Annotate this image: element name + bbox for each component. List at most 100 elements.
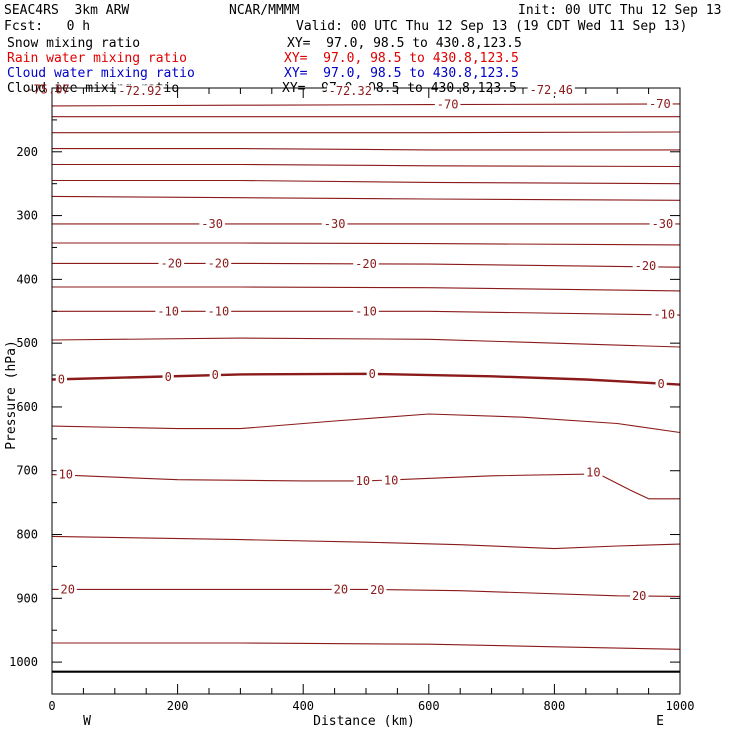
isotherm-line (52, 163, 681, 168)
contour-label: -30 (324, 217, 346, 231)
contour-label: -72.46 (530, 83, 573, 97)
contour-label-bg (649, 217, 676, 230)
x-axis-title: Distance (km) (313, 714, 415, 729)
contour-label: -30 (652, 217, 674, 231)
y-tick-label: 900 (16, 591, 38, 605)
isotherm-line (51, 473, 680, 500)
isotherm-line (52, 286, 681, 292)
contour-label: -20 (355, 257, 377, 271)
x-end-label-west: W (83, 714, 91, 729)
init-time: Init: 00 UTC Thu 12 Sep 13 (518, 3, 722, 18)
y-axis-title: Pressure (hPa) (4, 340, 19, 450)
organization-label: NCAR/MMMM (229, 3, 300, 18)
y-tick-label: 600 (16, 400, 38, 414)
contour-label-bg (353, 258, 379, 271)
contour-label-bg (647, 97, 673, 110)
isotherm-line (51, 413, 681, 434)
contour-label-bg (56, 468, 76, 481)
isotherm-line (52, 642, 681, 650)
contour-label: 0 (658, 377, 665, 391)
isotherm-line (52, 262, 681, 268)
contour-label: 20 (632, 589, 646, 603)
contour-label: -10 (653, 307, 675, 321)
isotherm-layer (51, 103, 681, 650)
plot-border (51, 87, 681, 695)
contour-label-bg (155, 305, 181, 318)
y-tick-label: 300 (16, 209, 38, 223)
y-tick-label: 200 (16, 145, 38, 159)
contour-label-bg (629, 589, 649, 602)
contour-label-bg (368, 584, 387, 597)
x-tick-label: 200 (167, 699, 189, 713)
valid-time: Valid: 00 UTC Thu 12 Sep 13 (19 CDT Wed … (296, 19, 688, 34)
x-tick-label: 1000 (666, 699, 695, 713)
contour-labels: -72.92 -72.32 -72.46 -70 -70 -30 -30 -30 -20 -20 -… (26, 82, 678, 603)
x-tick-label: 400 (292, 699, 314, 713)
isotherm-line (52, 179, 681, 185)
y-tick-label: 500 (16, 336, 38, 350)
contour-label-bg (331, 583, 351, 596)
legend-snow-xy: XY= 97.0, 98.5 to 430.8,123.5 (287, 36, 522, 51)
forecast-hour: Fcst: 0 h (4, 19, 91, 34)
contour-label: -70 (649, 97, 671, 111)
x-end-label-east: E (656, 714, 664, 729)
contour-label: 20 (370, 583, 384, 597)
contour-label-bg (381, 474, 401, 487)
contour-label-bg (58, 583, 77, 596)
contour-label: 0 (369, 367, 376, 381)
contour-label: 20 (60, 582, 74, 596)
y-tick-label: 700 (16, 464, 38, 478)
y-tick-label: 800 (16, 528, 38, 542)
contour-label-bg (205, 257, 232, 270)
isotherm-line (51, 195, 681, 201)
contour-label-bg (353, 474, 373, 487)
isotherm-line (52, 148, 680, 151)
isotherm-line (51, 535, 681, 550)
contour-label-bg (55, 373, 68, 386)
contour-label-bg (199, 217, 225, 230)
contour-label: 10 (586, 466, 600, 480)
contour-label-bg (353, 305, 379, 318)
legend-cloud-water-label: Cloud water mixing ratio (7, 66, 195, 81)
x-tick-label: 600 (418, 699, 440, 713)
contour-label: -20 (208, 256, 230, 270)
contour-label-bg (527, 83, 575, 96)
contour-label-bg (366, 367, 378, 380)
contour-label: -10 (355, 304, 377, 318)
contour-label-bg (116, 85, 164, 98)
contour-label: -30 (201, 217, 223, 231)
contour-label: -72.32 (329, 84, 372, 98)
contour-label-bg (326, 85, 374, 98)
contour-label: 0 (165, 370, 172, 384)
contour-label: -20 (635, 259, 657, 273)
legend-rain-label: Rain water mixing ratio (7, 51, 188, 66)
isotherm-line (51, 103, 681, 107)
corner-min-label: -75.07 (26, 82, 69, 96)
x-tick-label: 0 (48, 699, 55, 713)
contour-label-bg (158, 257, 185, 270)
contour-label-bg (321, 217, 348, 230)
legend-cloud-water-xy: XY= 97.0, 98.5 to 430.8,123.5 (284, 66, 519, 81)
contour-label: 10 (59, 468, 73, 482)
contour-label: -70 (437, 98, 459, 112)
isotherm-line (52, 588, 681, 597)
contour-label-bg (655, 377, 667, 390)
legend-rain-xy: XY= 97.0, 98.5 to 430.8,123.5 (284, 51, 519, 66)
contour-label: -20 (160, 256, 182, 270)
isotherm-line (52, 131, 681, 134)
contour-label-bg (651, 308, 678, 321)
contour-label: -10 (208, 304, 230, 318)
contour-label-bg (209, 369, 221, 382)
contour-label: -10 (157, 304, 179, 318)
y-tick-label: 400 (16, 272, 38, 286)
contour-label-bg (632, 259, 659, 272)
contour-label: -72.92 (118, 84, 161, 98)
contour-label: 0 (58, 373, 65, 387)
plot-frame (51, 87, 681, 695)
contour-label-bg (584, 466, 603, 479)
isotherm-line (52, 310, 681, 316)
isotherm-line (51, 337, 681, 348)
x-tick-label: 800 (544, 699, 566, 713)
